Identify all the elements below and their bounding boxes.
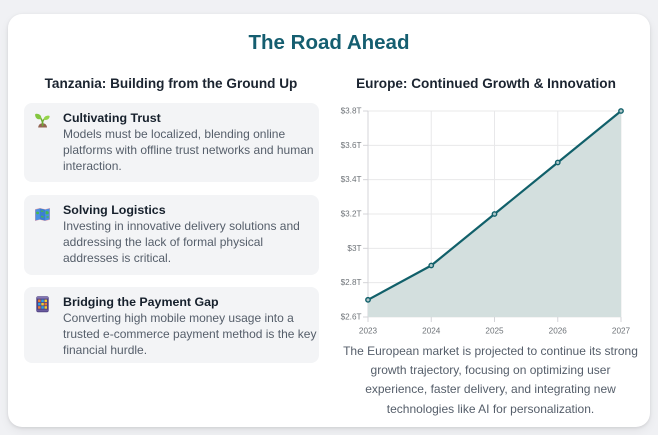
svg-text:2026: 2026 <box>549 327 568 336</box>
svg-text:$3.6T: $3.6T <box>341 141 362 150</box>
svg-text:$3.8T: $3.8T <box>341 107 362 116</box>
svg-text:$3.4T: $3.4T <box>341 175 362 184</box>
svg-text:$3.2T: $3.2T <box>341 210 362 219</box>
svg-text:$3T: $3T <box>347 244 361 253</box>
svg-text:2027: 2027 <box>612 327 631 336</box>
svg-text:2024: 2024 <box>422 327 441 336</box>
svg-text:$2.6T: $2.6T <box>341 313 362 322</box>
svg-text:$2.8T: $2.8T <box>341 278 362 287</box>
svg-text:2023: 2023 <box>359 327 378 336</box>
svg-text:2025: 2025 <box>485 327 504 336</box>
